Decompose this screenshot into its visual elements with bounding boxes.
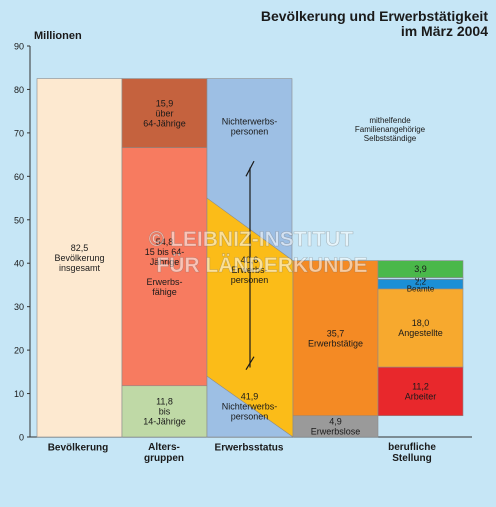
label-alter-ueber64: 15,9 über 64-Jährige: [143, 98, 186, 128]
label-nichterwerb-oben: Nichterwerbs-personen: [222, 117, 278, 137]
watermark-line1: © LEIBNIZ-INSTITUT: [149, 228, 354, 251]
label-bevoelkerung: 82,5 Bevölkerung insgesamt: [54, 243, 104, 273]
label-stellung-beamte: 2,2 Beamte: [407, 277, 435, 293]
category-label-3: berufliche Stellung: [388, 442, 436, 464]
label-stellung-selbststaendige: 3,9: [414, 264, 427, 274]
y-axis-label: Millionen: [34, 30, 82, 42]
label-stellung-arbeiter: 11,2 Arbeiter: [405, 382, 437, 402]
category-label-1: Alters-gruppen: [144, 442, 184, 464]
label-stellung-mithelfende: 0,4: [415, 274, 427, 283]
category-label-2: Erwerbsstatus: [215, 443, 284, 454]
bar-alter-ueber64: [121, 78, 208, 148]
bar-bevoelkerung: [36, 78, 123, 438]
bar-erwerbstaetige: [292, 260, 379, 417]
bar-stellung-arbeiter: [377, 366, 464, 417]
annotation-mithelfende-selbststaendige: mithelfende Familienangehörige Selbstständ…: [355, 116, 426, 143]
label-alter-jung: 11,8 bis 14-Jährige: [143, 397, 186, 427]
label-stellung-angestellte: 18,0 Angestellte: [398, 318, 443, 338]
y-tick-label: 50: [14, 215, 24, 225]
label-nichterwerb-unten: 41,9 Nichterwerbs-personen: [222, 392, 278, 422]
y-tick-label: 70: [14, 128, 24, 138]
label-erwerbslose: 4,9 Erwerbslose: [311, 417, 361, 437]
bracket-bottom-tick: [245, 356, 255, 370]
chart-subtitle: im März 2004: [400, 23, 488, 39]
bar-stellung-selbststaendige: [377, 260, 464, 278]
chart-title: Bevölkerung und Erwerbstätigkeit: [260, 8, 488, 24]
y-tick-label: 90: [14, 42, 24, 52]
category-label-0: Bevölkerung: [48, 443, 109, 454]
y-tick-label: 20: [14, 346, 24, 356]
bar-stellung-angestellte: [377, 288, 464, 368]
label-erwerbstaetige: 35,7 Erwerbstätige: [308, 328, 363, 348]
bar-alter-erwerbsfaehig: [121, 147, 208, 387]
y-tick-label: 30: [14, 302, 24, 312]
y-tick-label: 0: [19, 433, 24, 443]
y-tick-label: 80: [14, 85, 24, 95]
label-alter-erwerbsfaehig: 54,8 15 bis 64-Jährige Erwerbs-fähige: [145, 237, 185, 297]
watermark-line2: FÜR LÄNDERKUNDE: [156, 254, 367, 277]
y-tick-label: 60: [14, 172, 24, 182]
y-tick-label: 40: [14, 259, 24, 269]
bracket-top-tick: [245, 160, 255, 177]
y-tick-label: 10: [14, 389, 24, 399]
